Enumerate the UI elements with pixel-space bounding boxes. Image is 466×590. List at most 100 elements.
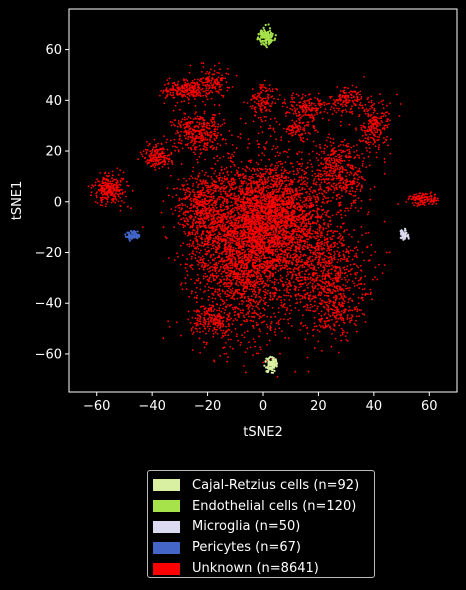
data-point xyxy=(234,263,236,266)
data-point xyxy=(202,323,204,326)
data-point xyxy=(256,226,258,229)
data-point xyxy=(215,261,218,264)
data-point xyxy=(313,280,316,283)
data-point xyxy=(257,146,260,149)
data-point xyxy=(242,168,244,170)
data-point xyxy=(314,253,317,256)
data-point xyxy=(327,223,329,225)
data-point xyxy=(255,305,257,308)
data-point xyxy=(309,225,312,228)
data-point xyxy=(294,220,296,223)
data-point xyxy=(312,230,314,232)
data-point xyxy=(209,256,212,259)
data-point xyxy=(251,281,254,284)
data-point xyxy=(276,217,278,219)
data-point xyxy=(284,237,287,239)
data-point xyxy=(259,346,261,348)
data-point xyxy=(209,269,212,272)
data-point xyxy=(251,315,253,318)
data-point xyxy=(247,187,249,190)
data-point xyxy=(266,344,268,346)
data-point xyxy=(322,198,324,201)
data-point xyxy=(223,278,226,281)
data-point xyxy=(242,233,245,236)
data-point xyxy=(262,254,265,256)
data-point xyxy=(253,202,256,205)
data-point xyxy=(296,193,298,196)
data-point xyxy=(299,235,302,237)
data-point xyxy=(303,222,306,224)
data-point xyxy=(227,174,230,176)
data-point xyxy=(214,257,217,260)
data-point xyxy=(238,269,241,272)
data-point xyxy=(263,264,266,266)
data-point xyxy=(241,215,244,218)
data-point xyxy=(210,287,212,290)
data-point xyxy=(288,214,291,217)
data-point xyxy=(280,211,283,213)
data-point xyxy=(225,166,228,169)
data-point xyxy=(211,244,214,247)
data-point xyxy=(272,214,275,217)
data-point xyxy=(247,215,250,217)
data-point xyxy=(254,259,256,262)
data-point xyxy=(234,265,237,268)
data-point xyxy=(211,272,214,275)
data-point xyxy=(307,238,310,241)
data-point xyxy=(267,250,270,253)
data-point xyxy=(299,294,301,297)
data-point xyxy=(286,278,288,281)
data-point xyxy=(165,237,168,240)
data-point xyxy=(301,258,303,261)
data-point xyxy=(276,146,279,148)
data-point xyxy=(335,279,338,282)
data-point xyxy=(274,294,276,297)
data-point xyxy=(346,257,349,260)
data-point xyxy=(255,161,258,164)
data-point xyxy=(216,235,219,237)
data-point xyxy=(272,264,274,267)
data-point xyxy=(283,190,286,192)
data-point xyxy=(299,301,302,303)
data-point xyxy=(264,172,267,175)
data-point xyxy=(317,263,319,266)
data-point xyxy=(341,258,344,261)
data-point xyxy=(257,169,259,172)
data-point xyxy=(222,220,224,222)
data-point xyxy=(271,240,273,243)
data-point xyxy=(298,194,301,196)
data-point xyxy=(248,142,251,145)
data-point xyxy=(282,194,285,196)
data-point xyxy=(219,144,222,147)
data-point xyxy=(234,289,237,292)
data-point xyxy=(301,216,303,219)
data-point xyxy=(341,278,343,281)
data-point xyxy=(323,202,326,204)
data-point xyxy=(265,207,267,210)
data-point xyxy=(301,162,304,165)
data-point xyxy=(298,151,300,153)
data-point xyxy=(310,186,313,189)
data-point xyxy=(235,280,238,282)
data-point xyxy=(225,320,228,323)
data-point xyxy=(197,279,199,282)
data-point xyxy=(311,191,314,194)
data-point xyxy=(285,230,288,233)
data-point xyxy=(255,312,257,315)
data-point xyxy=(186,270,188,273)
data-point xyxy=(184,282,187,285)
data-point xyxy=(206,268,209,270)
data-point xyxy=(272,245,274,248)
data-point xyxy=(243,240,246,243)
data-point xyxy=(314,216,317,219)
data-point xyxy=(232,308,235,311)
data-point xyxy=(240,266,242,268)
data-point xyxy=(220,272,223,275)
data-point xyxy=(225,299,228,301)
data-point xyxy=(322,219,325,221)
data-point xyxy=(252,312,255,314)
data-point xyxy=(283,238,285,240)
data-point xyxy=(285,200,288,203)
data-point xyxy=(274,214,277,217)
data-point xyxy=(282,216,284,219)
